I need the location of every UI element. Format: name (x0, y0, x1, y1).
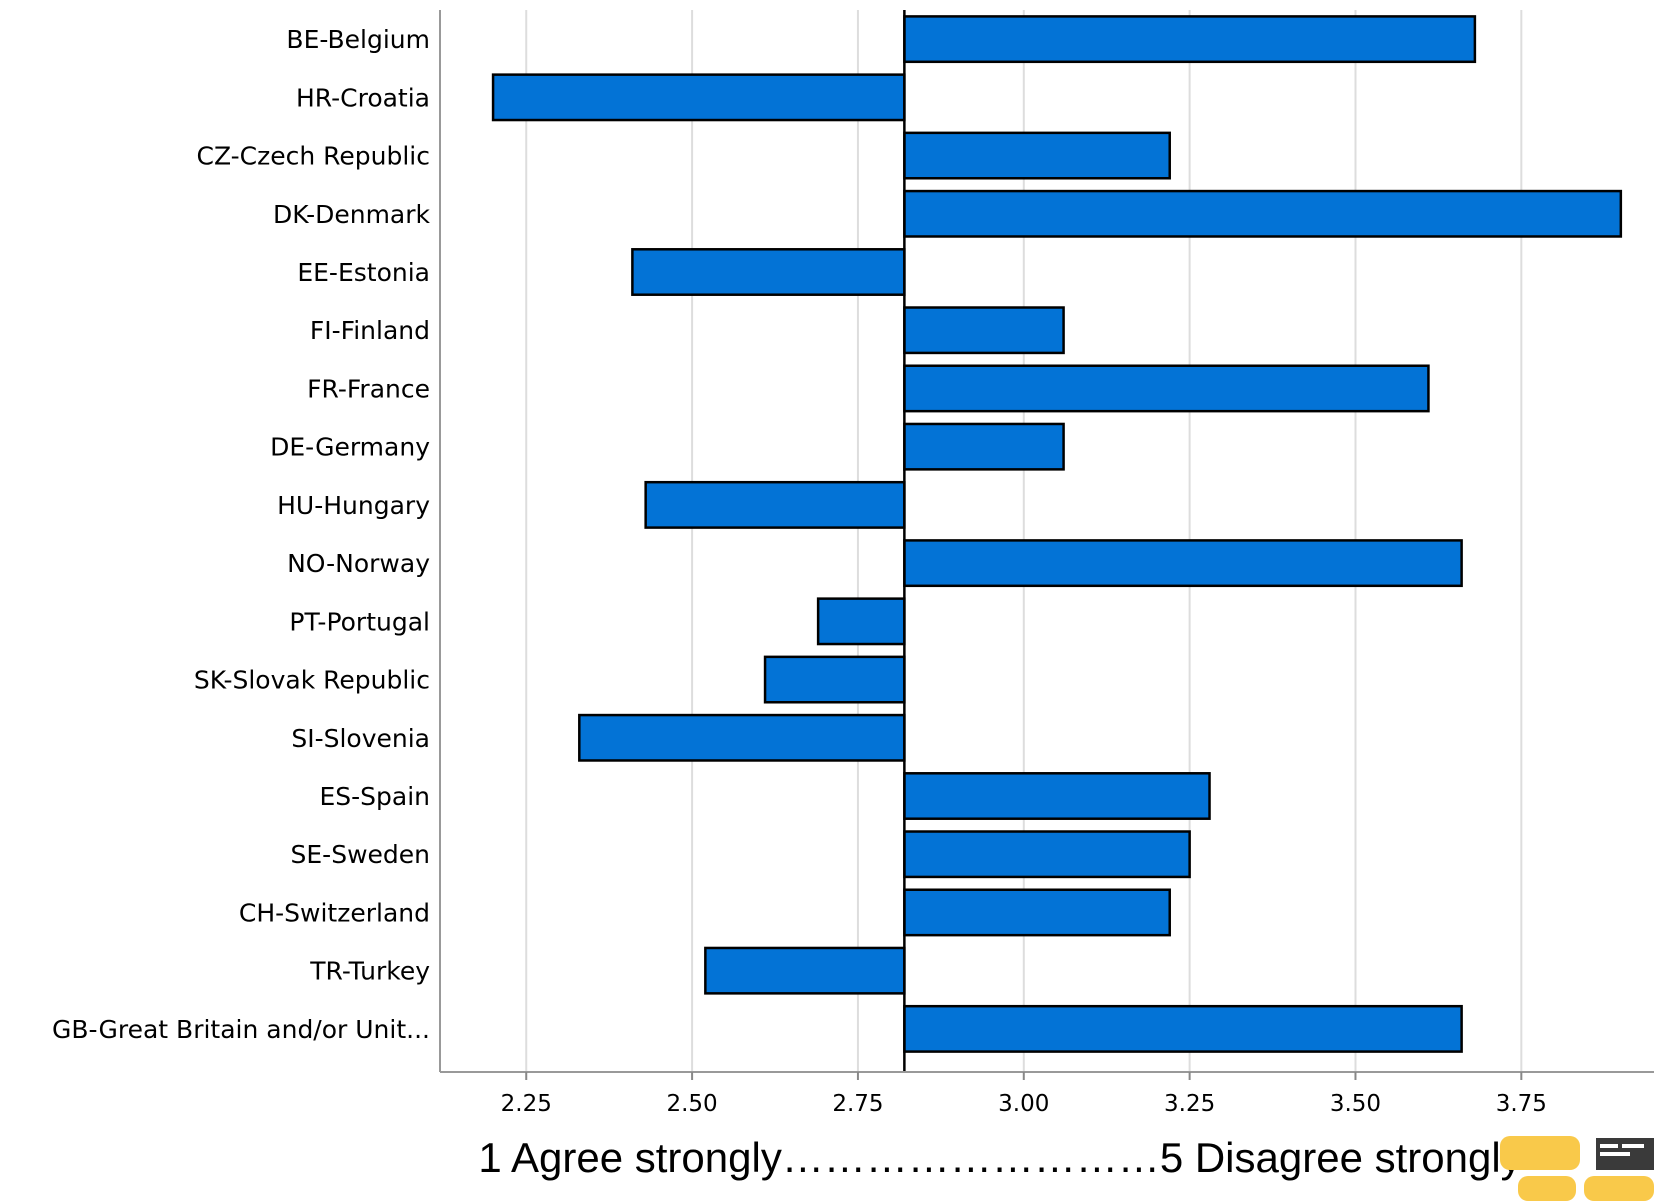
bar (903, 189, 1623, 238)
x-axis-ticks: 2.25 2.50 2.75 3.00 3.25 3.50 3.75 (501, 1072, 1547, 1117)
category-label: PT-Portugal (289, 607, 430, 636)
category-labels: BE-Belgium HR-Croatia CZ-Czech Republic DK-… (52, 25, 430, 1044)
category-label: SE-Sweden (291, 840, 430, 869)
x-tick-label: 2.75 (832, 1091, 883, 1117)
category-label: SI-Slovenia (291, 724, 430, 753)
plot-frame (439, 10, 1654, 1073)
bar (763, 655, 906, 704)
category-label: ES-Spain (319, 782, 430, 811)
bar (903, 830, 1191, 879)
category-label: GB-Great Britain and/or Unit... (52, 1015, 430, 1044)
bar (491, 73, 906, 122)
x-tick-label: 3.50 (1330, 1091, 1381, 1117)
bar (903, 539, 1463, 588)
bar (903, 422, 1065, 471)
x-tick-label: 3.00 (998, 1091, 1049, 1117)
category-label: TR-Turkey (309, 957, 430, 986)
bar (903, 131, 1171, 180)
bar (816, 597, 906, 646)
bar (903, 306, 1065, 355)
category-label: DK-Denmark (273, 200, 430, 229)
category-label: NO-Norway (287, 549, 430, 578)
category-label: BE-Belgium (286, 25, 430, 54)
x-axis-label: 1 Agree strongly………………………5 Disagree stro… (478, 1134, 1522, 1181)
x-tick-label: 3.75 (1496, 1091, 1547, 1117)
logo (1500, 1136, 1654, 1201)
bar (578, 713, 906, 762)
bar (903, 772, 1211, 820)
x-tick-label: 2.50 (666, 1091, 717, 1117)
bar (903, 1004, 1463, 1053)
x-tick-label: 3.25 (1164, 1091, 1215, 1117)
category-label: HR-Croatia (296, 83, 430, 112)
category-label: CZ-Czech Republic (196, 142, 430, 171)
bar (644, 480, 906, 529)
category-label: FI-Finland (310, 316, 430, 345)
category-label: DE-Germany (270, 433, 430, 462)
bar (903, 15, 1477, 64)
bar (903, 888, 1171, 937)
category-label: FR-France (307, 374, 430, 403)
bars (491, 15, 1623, 1053)
bar (631, 248, 906, 296)
bar (704, 946, 906, 995)
bar (903, 364, 1430, 413)
category-label: EE-Estonia (297, 258, 430, 287)
x-tick-label: 2.25 (501, 1091, 552, 1117)
category-label: HU-Hungary (277, 491, 430, 520)
category-label: SK-Slovak Republic (194, 666, 430, 695)
category-label: CH-Switzerland (239, 898, 430, 927)
